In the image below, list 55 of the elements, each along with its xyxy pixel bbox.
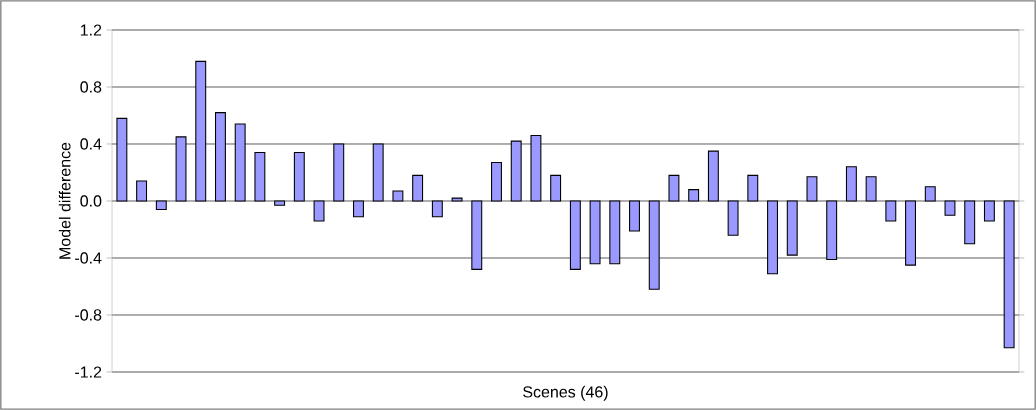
bar — [865, 176, 877, 202]
bar — [569, 200, 581, 270]
bar — [767, 200, 778, 275]
bar — [1003, 200, 1015, 349]
bar — [629, 200, 640, 232]
y-tick-label: 0.0 — [80, 195, 102, 207]
bar — [234, 123, 246, 202]
y-tick-label: 0.8 — [80, 81, 102, 93]
y-tick-label: 1.2 — [80, 24, 102, 36]
bar — [155, 200, 167, 211]
bar — [944, 200, 956, 216]
bar — [431, 200, 443, 218]
bar — [885, 200, 897, 222]
bar — [688, 189, 700, 202]
x-axis-title: Scenes (46) — [523, 385, 608, 401]
bar — [412, 174, 424, 202]
y-axis-title: Model difference — [58, 142, 71, 259]
bar — [550, 174, 562, 202]
bar — [353, 200, 364, 218]
y-tick-label: -1.2 — [75, 366, 102, 378]
bar — [372, 143, 384, 202]
bar — [826, 200, 838, 260]
bar — [786, 200, 798, 256]
y-tick-label: -0.8 — [75, 309, 102, 321]
bar — [983, 200, 995, 222]
bar — [254, 152, 266, 202]
bar — [530, 134, 542, 202]
y-tick-label: -0.4 — [75, 252, 102, 264]
bar — [905, 200, 917, 266]
bar — [392, 190, 404, 202]
bar — [589, 200, 601, 265]
bar — [175, 136, 187, 202]
bar — [648, 200, 660, 290]
bar — [491, 161, 502, 202]
bar — [747, 174, 759, 202]
bar — [293, 152, 305, 202]
bar — [707, 150, 719, 202]
bar — [471, 200, 483, 270]
bar — [136, 180, 148, 202]
bar — [609, 200, 621, 265]
bar — [116, 117, 128, 202]
bar — [668, 174, 680, 202]
bar — [806, 176, 818, 202]
bar — [333, 143, 345, 202]
bar — [451, 197, 463, 202]
y-tick-label: 0.4 — [80, 138, 102, 150]
bar — [510, 140, 522, 202]
bar — [274, 200, 286, 206]
bar — [924, 186, 936, 202]
bar — [195, 60, 207, 202]
bar — [845, 166, 857, 202]
bar — [313, 200, 325, 222]
bar — [214, 112, 226, 202]
bar — [964, 200, 976, 245]
bar — [727, 200, 739, 236]
